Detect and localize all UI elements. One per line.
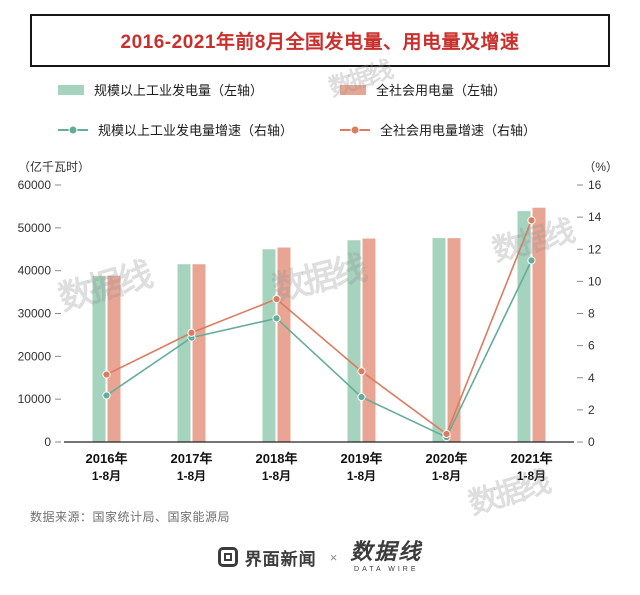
- legend: 规模以上工业发电量（左轴） 全社会用电量（左轴） 规模以上工业发电量增速（右轴）…: [58, 80, 618, 139]
- svg-text:2018年: 2018年: [256, 451, 298, 466]
- right-axis-unit: （%）: [583, 160, 618, 174]
- logo-separator: ×: [329, 549, 338, 565]
- svg-text:8: 8: [588, 307, 595, 321]
- consumption-bar-swatch: [340, 84, 366, 95]
- svg-text:10: 10: [588, 274, 602, 288]
- title-box: 2016-2021年前8月全国发电量、用电量及增速: [30, 14, 610, 67]
- svg-text:2021年: 2021年: [511, 451, 553, 466]
- legend-label-generation: 规模以上工业发电量（左轴）: [94, 83, 264, 98]
- datawire-logo-subtext: DATA WIRE: [354, 566, 419, 573]
- svg-text:1-8月: 1-8月: [432, 469, 461, 483]
- generation-growth-line-swatch: [58, 125, 88, 134]
- svg-text:2016年: 2016年: [86, 451, 128, 466]
- jiemian-logo-icon: [217, 547, 238, 567]
- legend-item-generation-growth: 规模以上工业发电量增速（右轴）: [58, 120, 340, 139]
- svg-text:14: 14: [588, 210, 602, 224]
- axis-unit-labels: （亿千瓦时） （%）: [0, 158, 640, 174]
- consumption-growth-line-swatch: [340, 125, 370, 134]
- svg-text:60000: 60000: [18, 178, 52, 192]
- legend-item-consumption-growth: 全社会用电量增速（右轴）: [340, 120, 600, 139]
- svg-text:20000: 20000: [18, 349, 52, 363]
- svg-text:0: 0: [588, 435, 595, 449]
- svg-text:30000: 30000: [18, 307, 52, 321]
- svg-text:0: 0: [44, 435, 51, 449]
- legend-label-generation-growth: 规模以上工业发电量增速（右轴）: [98, 123, 294, 138]
- svg-text:2019年: 2019年: [341, 451, 383, 466]
- svg-text:2020年: 2020年: [426, 451, 468, 466]
- svg-text:1-8月: 1-8月: [347, 469, 376, 483]
- svg-text:4: 4: [588, 371, 595, 385]
- svg-text:1-8月: 1-8月: [262, 469, 291, 483]
- svg-text:1-8月: 1-8月: [92, 469, 121, 483]
- jiemian-logo: 界面新闻: [217, 545, 317, 570]
- page-title: 2016-2021年前8月全国发电量、用电量及增速: [120, 32, 520, 53]
- data-source-note: 数据来源：国家统计局、国家能源局: [30, 510, 231, 524]
- svg-text:6: 6: [588, 339, 595, 353]
- svg-text:12: 12: [588, 242, 602, 256]
- line-dot-icon: [68, 125, 78, 134]
- datawire-logo-text: 数据线: [350, 539, 423, 565]
- legend-label-consumption-growth: 全社会用电量增速（右轴）: [380, 123, 537, 138]
- svg-text:40000: 40000: [18, 264, 52, 278]
- svg-text:1-8月: 1-8月: [177, 469, 206, 483]
- combo-bar-line-chart: 0 10000 20000 30000 40000 50000 60000 0 2 4 6 8 10 12…: [18, 178, 602, 483]
- legend-item-consumption: 全社会用电量（左轴）: [340, 80, 600, 99]
- footer-logos: 界面新闻 × 数据线 DATA WIRE: [0, 541, 640, 573]
- jiemian-logo-text: 界面新闻: [244, 549, 317, 569]
- svg-text:16: 16: [588, 178, 602, 192]
- svg-text:2017年: 2017年: [171, 451, 213, 466]
- line-dot-icon: [350, 125, 360, 134]
- svg-text:10000: 10000: [18, 392, 52, 406]
- svg-text:2: 2: [588, 403, 595, 417]
- legend-item-industrial-generation: 规模以上工业发电量（左轴）: [58, 80, 340, 99]
- svg-text:1-8月: 1-8月: [517, 469, 546, 483]
- svg-text:50000: 50000: [18, 221, 52, 235]
- legend-label-consumption: 全社会用电量（左轴）: [376, 83, 507, 98]
- left-axis-unit: （亿千瓦时）: [18, 160, 91, 174]
- datawire-logo: 数据线 DATA WIRE: [350, 541, 422, 573]
- generation-bar-swatch: [58, 84, 84, 95]
